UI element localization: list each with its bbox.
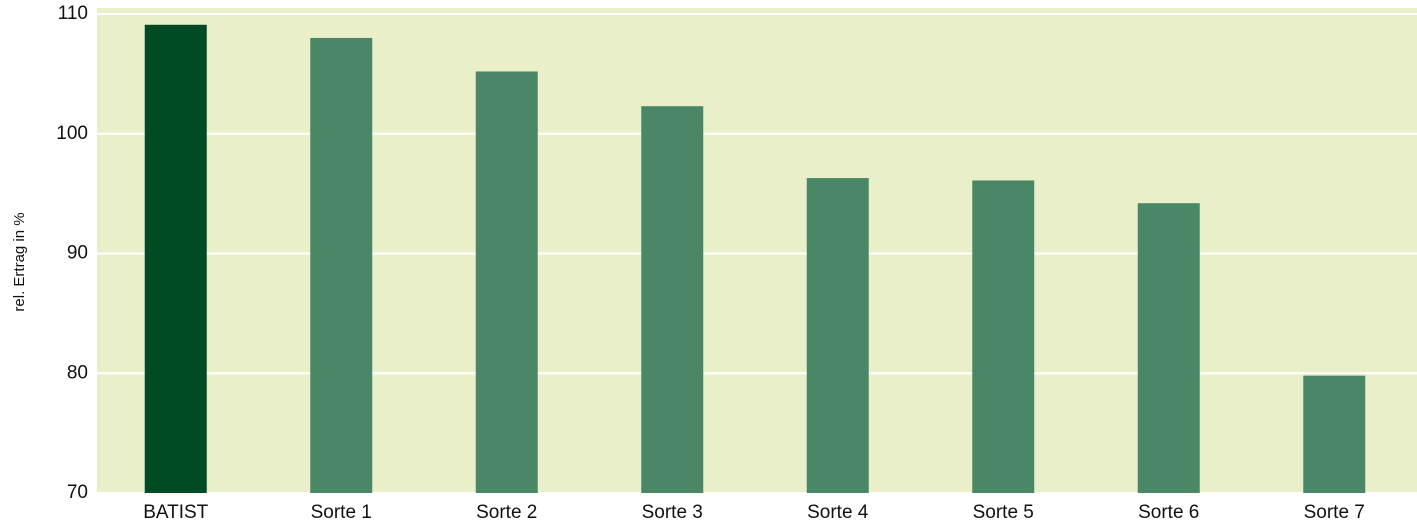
y-tick-label: 90 [67, 243, 88, 264]
bar [310, 37, 373, 493]
y-axis-label: rel. Ertrag in % [11, 212, 28, 311]
x-tick-label: Sorte 5 [973, 502, 1034, 523]
bar [972, 180, 1035, 493]
x-tick-label: Sorte 2 [476, 502, 537, 523]
plot-background [97, 8, 1417, 493]
bar [144, 24, 207, 494]
bar [1137, 203, 1200, 493]
x-tick-label: BATIST [143, 502, 208, 523]
y-tick-label: 70 [67, 482, 88, 503]
bar [806, 178, 869, 493]
y-tick-label: 80 [67, 362, 88, 383]
x-tick-label: Sorte 3 [642, 502, 703, 523]
y-tick-label: 110 [58, 3, 88, 24]
x-tick-label: Sorte 7 [1304, 502, 1365, 523]
x-tick-label: Sorte 6 [1138, 502, 1199, 523]
y-tick-label: 100 [56, 123, 88, 144]
bar [1303, 375, 1366, 493]
bar [475, 71, 538, 493]
x-tick-label: Sorte 1 [311, 502, 372, 523]
bar [641, 106, 704, 494]
x-tick-label: Sorte 4 [807, 502, 869, 523]
